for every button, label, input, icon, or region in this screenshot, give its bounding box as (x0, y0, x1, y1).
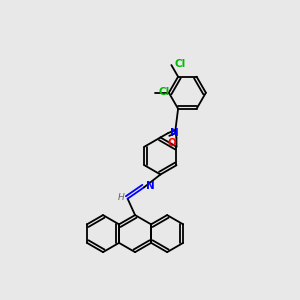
Text: Cl: Cl (158, 87, 169, 97)
Text: O: O (168, 138, 176, 148)
Text: N: N (146, 181, 154, 191)
Text: Cl: Cl (174, 59, 185, 69)
Text: H: H (118, 193, 124, 202)
Text: N: N (170, 128, 179, 138)
